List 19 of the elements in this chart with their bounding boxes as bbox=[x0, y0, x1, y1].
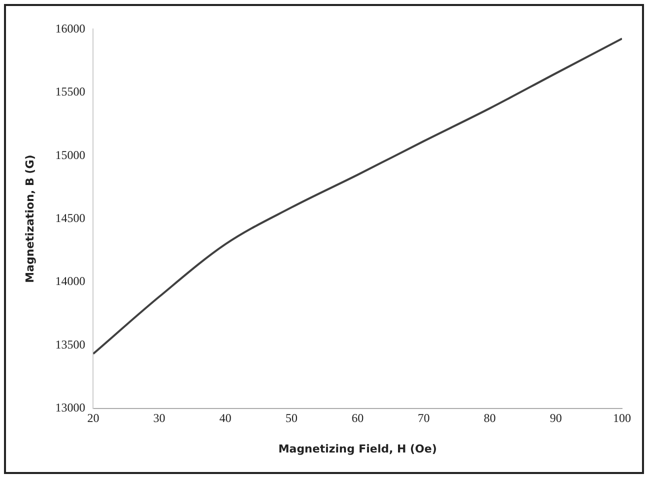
x-tick-label: 80 bbox=[484, 410, 496, 425]
x-axis-title: Magnetizing Field, H (Oe) bbox=[278, 442, 437, 456]
y-tick-label: 13500 bbox=[55, 337, 86, 352]
x-tick-label: 60 bbox=[352, 410, 364, 425]
x-tick-label: 20 bbox=[87, 410, 100, 425]
y-tick-label: 16000 bbox=[55, 21, 86, 36]
y-tick-label: 15000 bbox=[55, 148, 86, 162]
y-tick-label: 14500 bbox=[55, 210, 86, 225]
x-tick-label: 100 bbox=[613, 410, 631, 425]
x-tick-label: 70 bbox=[418, 410, 430, 425]
x-tick-label: 90 bbox=[550, 410, 562, 425]
y-axis-title: Magnetization, B (G) bbox=[23, 154, 36, 283]
y-tick-label: 14000 bbox=[55, 274, 86, 288]
x-tick-label: 40 bbox=[219, 410, 232, 425]
y-tick-label: 15500 bbox=[55, 84, 86, 99]
x-tick-label: 50 bbox=[286, 410, 298, 425]
y-tick-label: 13000 bbox=[55, 400, 86, 415]
line-series bbox=[93, 38, 622, 355]
x-tick-label: 30 bbox=[153, 410, 166, 425]
